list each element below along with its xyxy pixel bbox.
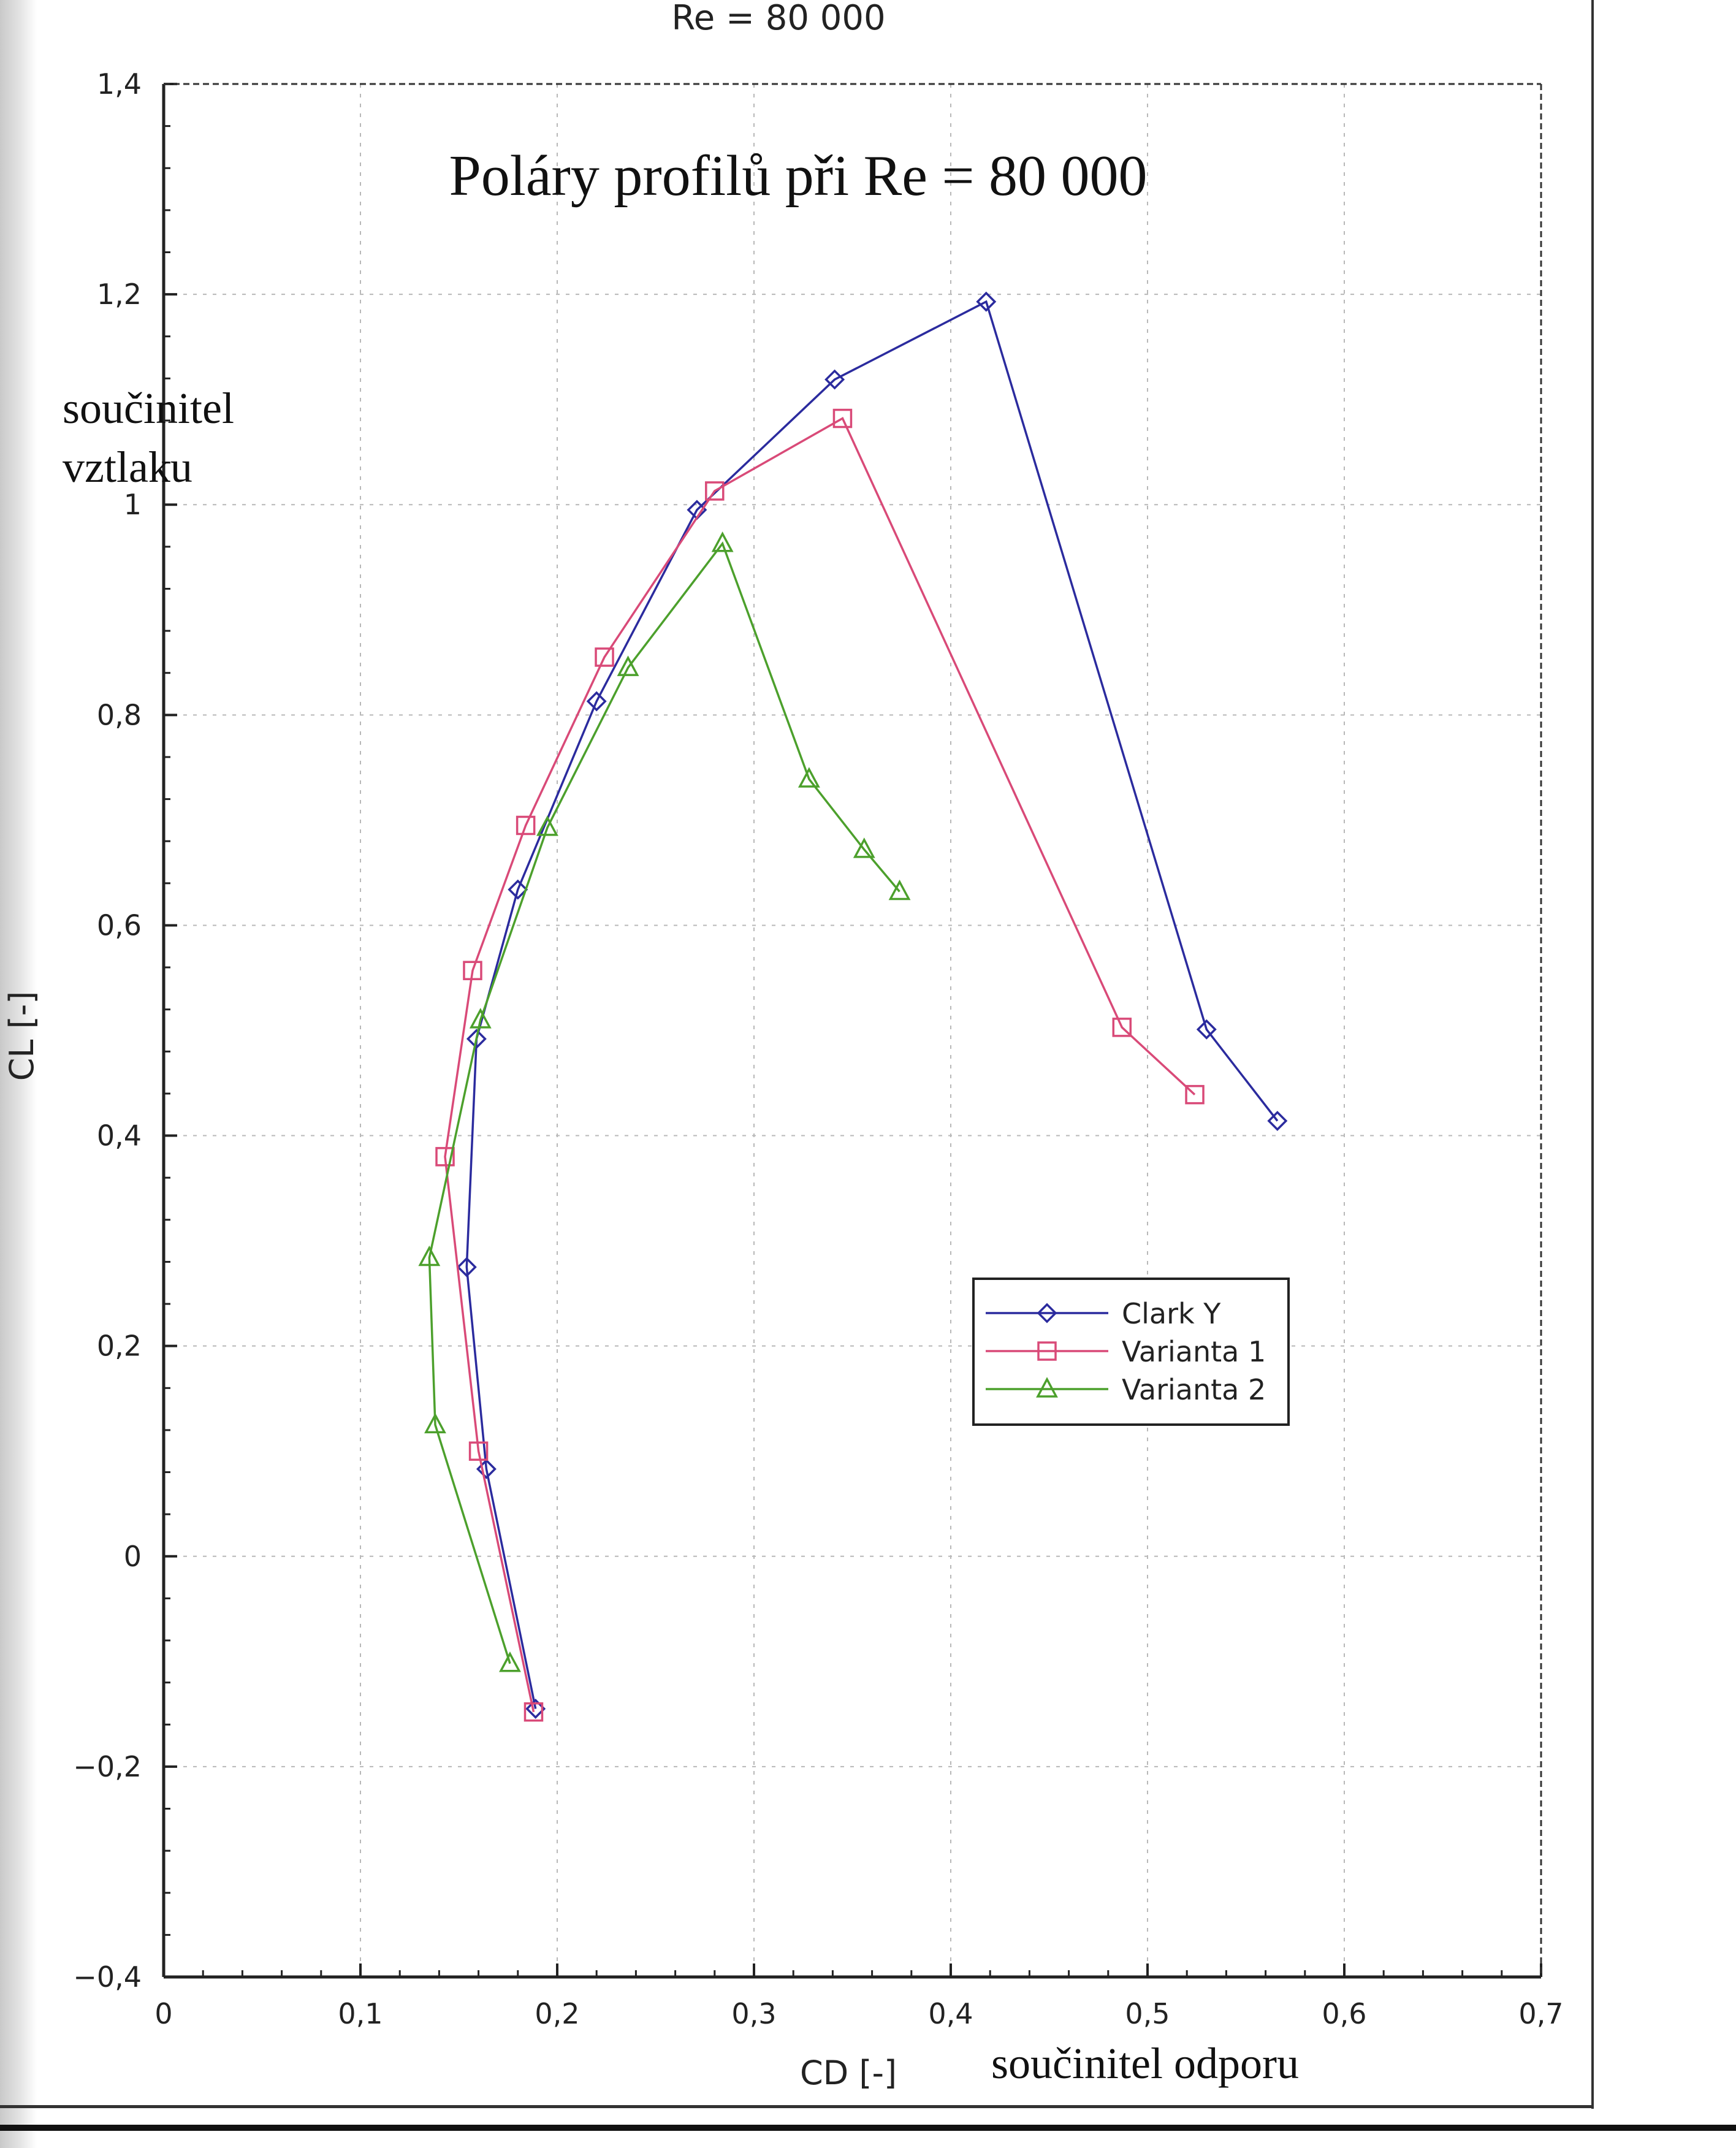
x-tick-label: 0,7 (1518, 1997, 1563, 2030)
y-tick-label: −0,2 (73, 1750, 142, 1783)
data-point-square (595, 647, 614, 667)
x-tick-label: 0,1 (338, 1997, 383, 2030)
data-point-triangle (536, 815, 558, 836)
data-point-diamond (1267, 1111, 1288, 1132)
y-tick-label: 0,6 (97, 908, 142, 942)
data-point-triangle (711, 531, 734, 552)
y-tick-label: 1,2 (97, 278, 142, 311)
data-point-triangle (617, 655, 639, 676)
y-tick-label: 0 (124, 1540, 142, 1573)
x-tick-label: 0,4 (928, 1997, 973, 2030)
series-line-varianta-1 (444, 417, 1196, 1713)
data-point-square (832, 408, 853, 428)
y-tick-label: 1,4 (97, 67, 142, 101)
axes: 0 0,1 0,2 0,3 0,4 0,5 0,6 0,7 −0,4 −0,2 0 0,2 0,4 0,6… (73, 67, 1563, 2030)
legend: Clark Y Varianta 1 Varianta 2 (972, 1278, 1290, 1426)
data-point-triangle (798, 767, 820, 788)
y-tick-label: 0,4 (97, 1119, 142, 1152)
y-note-line-1: součinitel (63, 384, 234, 433)
y-tick-label: 1 (124, 488, 142, 521)
scan-edge (0, 0, 37, 2148)
data-point-triangle (424, 1412, 446, 1434)
x-tick-label: 0,3 (731, 1997, 776, 2030)
page-frame-bottom (0, 2105, 1594, 2108)
data-point-triangle (418, 1245, 441, 1266)
data-point-triangle (469, 1008, 492, 1029)
data-point-diamond (456, 1257, 477, 1278)
legend-label: Clark Y (1122, 1297, 1221, 1330)
y-axis-label: CL [-] (2, 991, 41, 1081)
y-tick-label: 0,8 (97, 698, 142, 731)
page-frame-bottom-edge (0, 2125, 1736, 2131)
chart-subtitle: Poláry profilů při Re = 80 000 (449, 144, 1147, 208)
legend-label: Varianta 2 (1122, 1373, 1266, 1406)
data-point-diamond (1037, 1303, 1057, 1323)
data-point-diamond (508, 879, 528, 900)
data-point-square (463, 961, 482, 980)
x-tick-label: 0,6 (1322, 1997, 1366, 2030)
legend-box (972, 1278, 1290, 1426)
data-point-square (1112, 1018, 1132, 1037)
x-tick-label: 0,2 (535, 1997, 579, 2030)
y-tick-label: 0,2 (97, 1330, 142, 1363)
data-point-square (523, 1702, 544, 1722)
data-point-diamond (466, 1029, 487, 1049)
plot-area (164, 84, 1541, 1977)
data-point-square (1185, 1084, 1205, 1105)
x-axis-label: CD [-] (800, 2054, 897, 2092)
series-varianta-2 (418, 531, 911, 1672)
series-clark-y (456, 291, 1288, 1720)
data-point-square (705, 481, 725, 501)
legend-item-clark-y: Clark Y (986, 1297, 1221, 1330)
legend-label: Varianta 1 (1122, 1335, 1266, 1368)
page-frame-right (1591, 0, 1594, 2109)
x-tick-label: 0,5 (1125, 1997, 1170, 2030)
data-point-diamond (824, 369, 845, 390)
data-point-square (516, 815, 536, 836)
data-point-triangle (853, 837, 875, 858)
y-tick-label: −0,4 (73, 1960, 142, 1994)
data-point-square (1037, 1341, 1057, 1361)
y-note-line-2: vztlaku (63, 443, 192, 492)
data-point-square (435, 1147, 455, 1167)
series-line-varianta-2 (428, 541, 900, 1664)
series-line-clark-y (465, 300, 1279, 1709)
x-tick-label: 0 (154, 1997, 172, 2030)
series (418, 291, 1288, 1722)
chart-title: Re = 80 000 (671, 0, 885, 38)
data-point-diamond (976, 291, 997, 312)
data-point-triangle (1036, 1377, 1058, 1398)
data-point-diamond (586, 691, 607, 712)
data-point-square (468, 1441, 489, 1461)
grid (164, 84, 1541, 1977)
data-point-triangle (888, 879, 911, 901)
data-point-diamond (1196, 1019, 1217, 1040)
series-varianta-1 (435, 408, 1205, 1722)
data-point-triangle (499, 1651, 521, 1672)
legend-item-varianta-1: Varianta 1 (986, 1335, 1266, 1368)
legend-item-varianta-2: Varianta 2 (986, 1373, 1266, 1406)
x-note: součinitel odporu (991, 2039, 1299, 2088)
